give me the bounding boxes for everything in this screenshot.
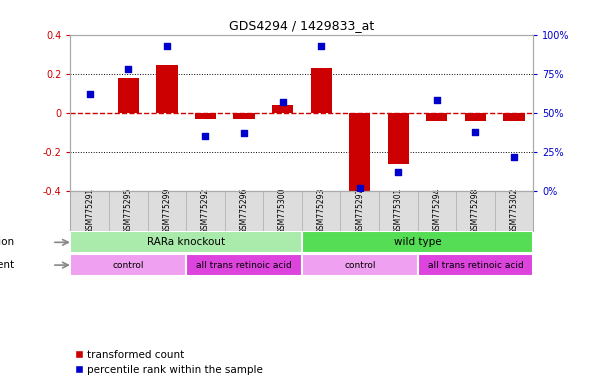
Bar <box>349 113 370 193</box>
Point <box>432 97 442 103</box>
Text: control: control <box>344 261 376 270</box>
Bar <box>70 232 302 253</box>
Point <box>316 43 326 49</box>
Text: genotype/variation: genotype/variation <box>0 237 15 247</box>
Bar <box>311 68 332 113</box>
Point <box>200 133 210 139</box>
Bar <box>387 113 409 164</box>
Bar <box>272 105 293 113</box>
Bar <box>503 113 525 121</box>
Text: all trans retinoic acid: all trans retinoic acid <box>428 261 524 270</box>
Text: GSM775294: GSM775294 <box>432 188 441 234</box>
Point <box>123 66 133 72</box>
Bar <box>302 254 417 276</box>
Bar <box>186 254 302 276</box>
Text: GSM775301: GSM775301 <box>394 188 403 234</box>
Text: GSM775298: GSM775298 <box>471 188 480 234</box>
Text: GSM775295: GSM775295 <box>124 188 133 234</box>
Text: GSM775297: GSM775297 <box>356 188 364 234</box>
Bar <box>426 113 447 121</box>
Text: wild type: wild type <box>394 237 441 247</box>
Bar <box>195 113 216 119</box>
Point <box>239 130 249 136</box>
Text: GSM775302: GSM775302 <box>509 188 519 234</box>
Bar <box>70 254 186 276</box>
Point <box>278 99 287 105</box>
Bar <box>234 113 254 119</box>
Title: GDS4294 / 1429833_at: GDS4294 / 1429833_at <box>229 19 375 32</box>
Text: GSM775299: GSM775299 <box>162 188 172 234</box>
Point <box>355 185 365 191</box>
Text: GSM775291: GSM775291 <box>85 188 94 234</box>
Text: GSM775292: GSM775292 <box>201 188 210 234</box>
Text: GSM775296: GSM775296 <box>240 188 248 234</box>
Text: control: control <box>113 261 144 270</box>
Text: GSM775293: GSM775293 <box>317 188 326 234</box>
Bar <box>156 65 178 113</box>
Bar <box>417 254 533 276</box>
Text: agent: agent <box>0 260 15 270</box>
Text: all trans retinoic acid: all trans retinoic acid <box>196 261 292 270</box>
Point <box>394 169 403 175</box>
Text: GSM775300: GSM775300 <box>278 188 287 234</box>
Bar <box>302 232 533 253</box>
Point <box>85 91 94 97</box>
Legend: transformed count, percentile rank within the sample: transformed count, percentile rank withi… <box>75 350 263 375</box>
Bar <box>465 113 486 121</box>
Bar <box>118 78 139 113</box>
Point <box>509 154 519 160</box>
Point <box>471 129 481 135</box>
Point <box>162 43 172 49</box>
Text: RARa knockout: RARa knockout <box>147 237 225 247</box>
